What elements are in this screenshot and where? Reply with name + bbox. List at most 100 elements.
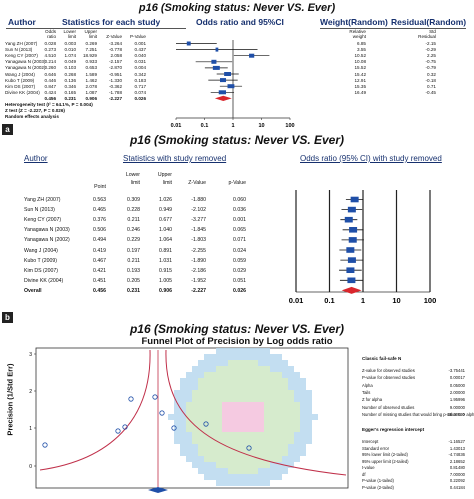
panel-a-row-weight: 6.85 bbox=[357, 41, 366, 46]
funnel-bg-cell bbox=[270, 390, 276, 396]
panel-a-row-odds: 0.847 bbox=[44, 83, 57, 89]
panel-b-row-upper: 1.005 bbox=[159, 277, 172, 284]
panel-a-row-p: 0.437 bbox=[134, 47, 147, 53]
egger-value: 1.43013 bbox=[449, 445, 465, 451]
failsafe-value: 9.00000 bbox=[449, 404, 465, 410]
funnel-bg-cell bbox=[306, 438, 312, 444]
funnel-bg-cell bbox=[228, 408, 234, 414]
panel-a-row-upper: 18.929 bbox=[82, 53, 97, 59]
funnel-bg-cell bbox=[180, 378, 186, 384]
funnel-bg-cell bbox=[180, 402, 186, 408]
funnel-bg-cell bbox=[222, 420, 228, 426]
funnel-bg-cell bbox=[252, 468, 258, 474]
panel-b-row-upper: 1.031 bbox=[159, 257, 172, 264]
funnel-bg-cell bbox=[204, 390, 210, 396]
funnel-bg-cell bbox=[264, 468, 270, 474]
funnel-bg-cell bbox=[294, 402, 300, 408]
funnel-bg-cell bbox=[288, 372, 294, 378]
funnel-bg-cell bbox=[246, 420, 252, 426]
funnel-bg-cell bbox=[180, 432, 186, 438]
funnel-bg-cell bbox=[198, 426, 204, 432]
funnel-bg-cell bbox=[282, 372, 288, 378]
funnel-bg-cell bbox=[234, 432, 240, 438]
funnel-bg-cell bbox=[168, 414, 174, 420]
funnel-bg-cell bbox=[270, 462, 276, 468]
panel-a-row-author: Divine KK (2004) bbox=[5, 89, 40, 95]
funnel-bg-cell bbox=[192, 432, 198, 438]
forest-a-point-square bbox=[224, 72, 232, 76]
funnel-bg-cell bbox=[288, 456, 294, 462]
funnel-bg-cell bbox=[174, 390, 180, 396]
funnel-bg-cell bbox=[228, 366, 234, 372]
funnel-bg-cell bbox=[300, 408, 306, 414]
funnel-bg-cell bbox=[198, 414, 204, 420]
funnel-bg-cell bbox=[306, 426, 312, 432]
panel-a-row-lower: 1.074 bbox=[64, 53, 77, 59]
funnel-bg-cell bbox=[264, 426, 270, 432]
forest-a-point-square bbox=[227, 84, 235, 89]
funnel-bg-cell bbox=[186, 426, 192, 432]
funnel-bg-cell bbox=[240, 366, 246, 372]
funnel-bg-cell bbox=[258, 396, 264, 402]
panel-a-row-odds: 0.456 bbox=[44, 95, 57, 101]
panel-a-row-res: 2.25 bbox=[427, 53, 436, 59]
funnel-bg-cell bbox=[222, 462, 228, 468]
panel-a-row-p: 0.717 bbox=[134, 83, 147, 89]
failsafe-value: 2.00000 bbox=[449, 389, 465, 395]
funnel-bg-cell bbox=[264, 372, 270, 378]
funnel-bg-cell bbox=[300, 426, 306, 432]
panel-b-row-p: 0.060 bbox=[233, 197, 246, 203]
panel-a-row-res: 0.71 bbox=[427, 83, 436, 89]
funnel-bg-cell bbox=[240, 474, 246, 480]
funnel-bg-cell bbox=[192, 378, 198, 384]
funnel-bg-cell bbox=[210, 390, 216, 396]
panel-a-forest-plot: 0.01 0.1 1 10 100 bbox=[171, 40, 295, 129]
funnel-bg-cell bbox=[246, 432, 252, 438]
funnel-bg-cell bbox=[222, 468, 228, 474]
funnel-bg-cell bbox=[216, 432, 222, 438]
panel-b-row-point: 0.465 bbox=[93, 207, 106, 214]
funnel-bg-cell bbox=[246, 408, 252, 414]
funnel-bg-cell bbox=[276, 354, 282, 360]
funnel-bg-cell bbox=[174, 402, 180, 408]
panel-a-row-res: -0.29 bbox=[425, 47, 436, 53]
panel-a-sub-odds-2: ratio bbox=[47, 34, 56, 39]
panel-a-row-z: -2.157 bbox=[108, 59, 122, 65]
funnel-study-point bbox=[171, 425, 177, 431]
funnel-y-tick-label: 2 bbox=[29, 389, 32, 395]
forest-b-tick-label: 0.01 bbox=[289, 296, 304, 305]
funnel-bg-cell bbox=[210, 354, 216, 360]
funnel-bg-cell bbox=[270, 426, 276, 432]
panel-a-row-upper: 1.087 bbox=[85, 89, 98, 95]
panel-b-row-z: -1.845 bbox=[191, 227, 206, 234]
funnel-bg-cell bbox=[210, 396, 216, 402]
funnel-bg-cell bbox=[210, 372, 216, 378]
funnel-study-point bbox=[128, 396, 134, 402]
funnel-bg-cell bbox=[258, 354, 264, 360]
panel-a-row-p: 0.040 bbox=[134, 53, 147, 59]
funnel-bg-cell bbox=[174, 420, 180, 426]
forest-b-summary-diamond bbox=[341, 286, 362, 294]
funnel-bg-cell bbox=[222, 366, 228, 372]
funnel-bg-cell bbox=[246, 372, 252, 378]
panel-a-heterogeneity: Heterogeneity test (I² = 64.1%, P = 0.00… bbox=[5, 102, 93, 107]
panel-b-row-lower: 0.228 bbox=[127, 207, 140, 214]
panel-a-row-odds: 0.028 bbox=[44, 41, 57, 46]
funnel-study-point bbox=[159, 410, 165, 416]
funnel-bg-cell bbox=[198, 390, 204, 396]
funnel-bg-cell bbox=[174, 426, 180, 432]
panel-b-row-lower: 0.211 bbox=[127, 257, 140, 264]
funnel-bg-cell bbox=[228, 450, 234, 456]
funnel-bg-cell bbox=[222, 438, 228, 444]
panel-a-row-weight: 15.35 bbox=[354, 83, 367, 89]
panel-a-row-author: Kim DS (2007) bbox=[5, 83, 36, 89]
funnel-bg-cell bbox=[210, 378, 216, 384]
funnel-bg-cell bbox=[240, 468, 246, 474]
funnel-bg-cell bbox=[204, 372, 210, 378]
funnel-y-tick-label: 0 bbox=[29, 464, 32, 470]
panel-b-row-author: Kim DS (2007) bbox=[24, 267, 59, 274]
funnel-bg-cell bbox=[216, 378, 222, 384]
panel-a-row-p: 0.001 bbox=[134, 41, 147, 46]
panel-b-row-upper: 0.949 bbox=[159, 207, 172, 214]
funnel-bg-cell bbox=[306, 408, 312, 414]
